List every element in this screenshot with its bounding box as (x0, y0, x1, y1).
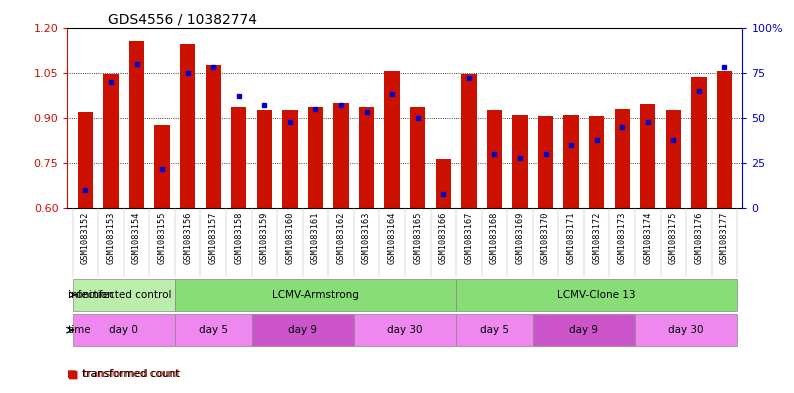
Text: GSM1083173: GSM1083173 (618, 212, 626, 264)
Bar (72, 279, 175, 310)
Text: GSM1083172: GSM1083172 (592, 212, 601, 264)
Bar (461, 74, 476, 208)
Text: ■  transformed count: ■ transformed count (67, 369, 181, 379)
Bar (256, 110, 272, 208)
Bar (384, 71, 400, 208)
Bar (129, 41, 145, 208)
Text: GSM1083171: GSM1083171 (567, 212, 576, 264)
Bar (354, 314, 456, 346)
Bar (635, 314, 738, 346)
Text: day 9: day 9 (288, 325, 317, 335)
Text: day 0: day 0 (110, 325, 138, 335)
Text: GSM1083164: GSM1083164 (387, 212, 397, 264)
Bar (717, 71, 732, 208)
Bar (206, 65, 221, 208)
Text: day 30: day 30 (669, 325, 704, 335)
Text: GSM1083177: GSM1083177 (720, 212, 729, 264)
Text: GSM1083165: GSM1083165 (413, 212, 422, 264)
Text: GSM1083161: GSM1083161 (311, 212, 320, 264)
Text: GSM1083156: GSM1083156 (183, 212, 192, 264)
Bar (615, 109, 630, 208)
Text: GSM1083159: GSM1083159 (260, 212, 269, 264)
Bar (456, 314, 533, 346)
Text: LCMV-Armstrong: LCMV-Armstrong (272, 290, 359, 300)
Text: GSM1083169: GSM1083169 (515, 212, 525, 264)
Bar (512, 115, 528, 208)
Text: GSM1083152: GSM1083152 (81, 212, 90, 264)
Text: GSM1083153: GSM1083153 (106, 212, 115, 264)
Text: day 9: day 9 (569, 325, 599, 335)
Text: ■: ■ (67, 369, 78, 379)
Text: time: time (68, 325, 91, 335)
Bar (154, 125, 170, 208)
Text: GSM1083160: GSM1083160 (285, 212, 295, 264)
Text: day 5: day 5 (198, 325, 228, 335)
Bar (180, 44, 195, 208)
Text: GDS4556 / 10382774: GDS4556 / 10382774 (108, 12, 257, 26)
Text: GSM1083168: GSM1083168 (490, 212, 499, 264)
Text: GSM1083155: GSM1083155 (157, 212, 167, 264)
Text: GSM1083175: GSM1083175 (669, 212, 678, 264)
Bar (564, 115, 579, 208)
Bar (533, 314, 635, 346)
Text: day 30: day 30 (387, 325, 422, 335)
Bar (589, 116, 604, 208)
Bar (231, 107, 246, 208)
Bar (78, 112, 93, 208)
Text: transformed count: transformed count (82, 369, 179, 379)
Bar (436, 158, 451, 208)
Text: infection: infection (68, 290, 114, 300)
Text: day 5: day 5 (480, 325, 509, 335)
Text: GSM1083167: GSM1083167 (464, 212, 473, 264)
Bar (410, 107, 426, 208)
Bar (252, 314, 354, 346)
Text: GSM1083154: GSM1083154 (132, 212, 141, 264)
Text: GSM1083166: GSM1083166 (439, 212, 448, 264)
Bar (175, 314, 252, 346)
Bar (72, 314, 175, 346)
Bar (175, 279, 456, 310)
Bar (640, 104, 656, 208)
Text: GSM1083157: GSM1083157 (209, 212, 218, 264)
Text: GSM1083176: GSM1083176 (695, 212, 703, 264)
Bar (359, 107, 374, 208)
Text: GSM1083170: GSM1083170 (541, 212, 550, 264)
Bar (103, 74, 118, 208)
Bar (538, 116, 553, 208)
Bar (282, 110, 298, 208)
Text: GSM1083162: GSM1083162 (337, 212, 345, 264)
Bar (692, 77, 707, 208)
Text: uninfected control: uninfected control (76, 290, 172, 300)
Bar (665, 110, 681, 208)
Bar (333, 103, 349, 208)
Bar (456, 279, 738, 310)
Text: GSM1083158: GSM1083158 (234, 212, 243, 264)
Text: GSM1083163: GSM1083163 (362, 212, 371, 264)
Bar (308, 107, 323, 208)
Text: GSM1083174: GSM1083174 (643, 212, 653, 264)
Text: LCMV-Clone 13: LCMV-Clone 13 (557, 290, 636, 300)
Bar (487, 110, 502, 208)
